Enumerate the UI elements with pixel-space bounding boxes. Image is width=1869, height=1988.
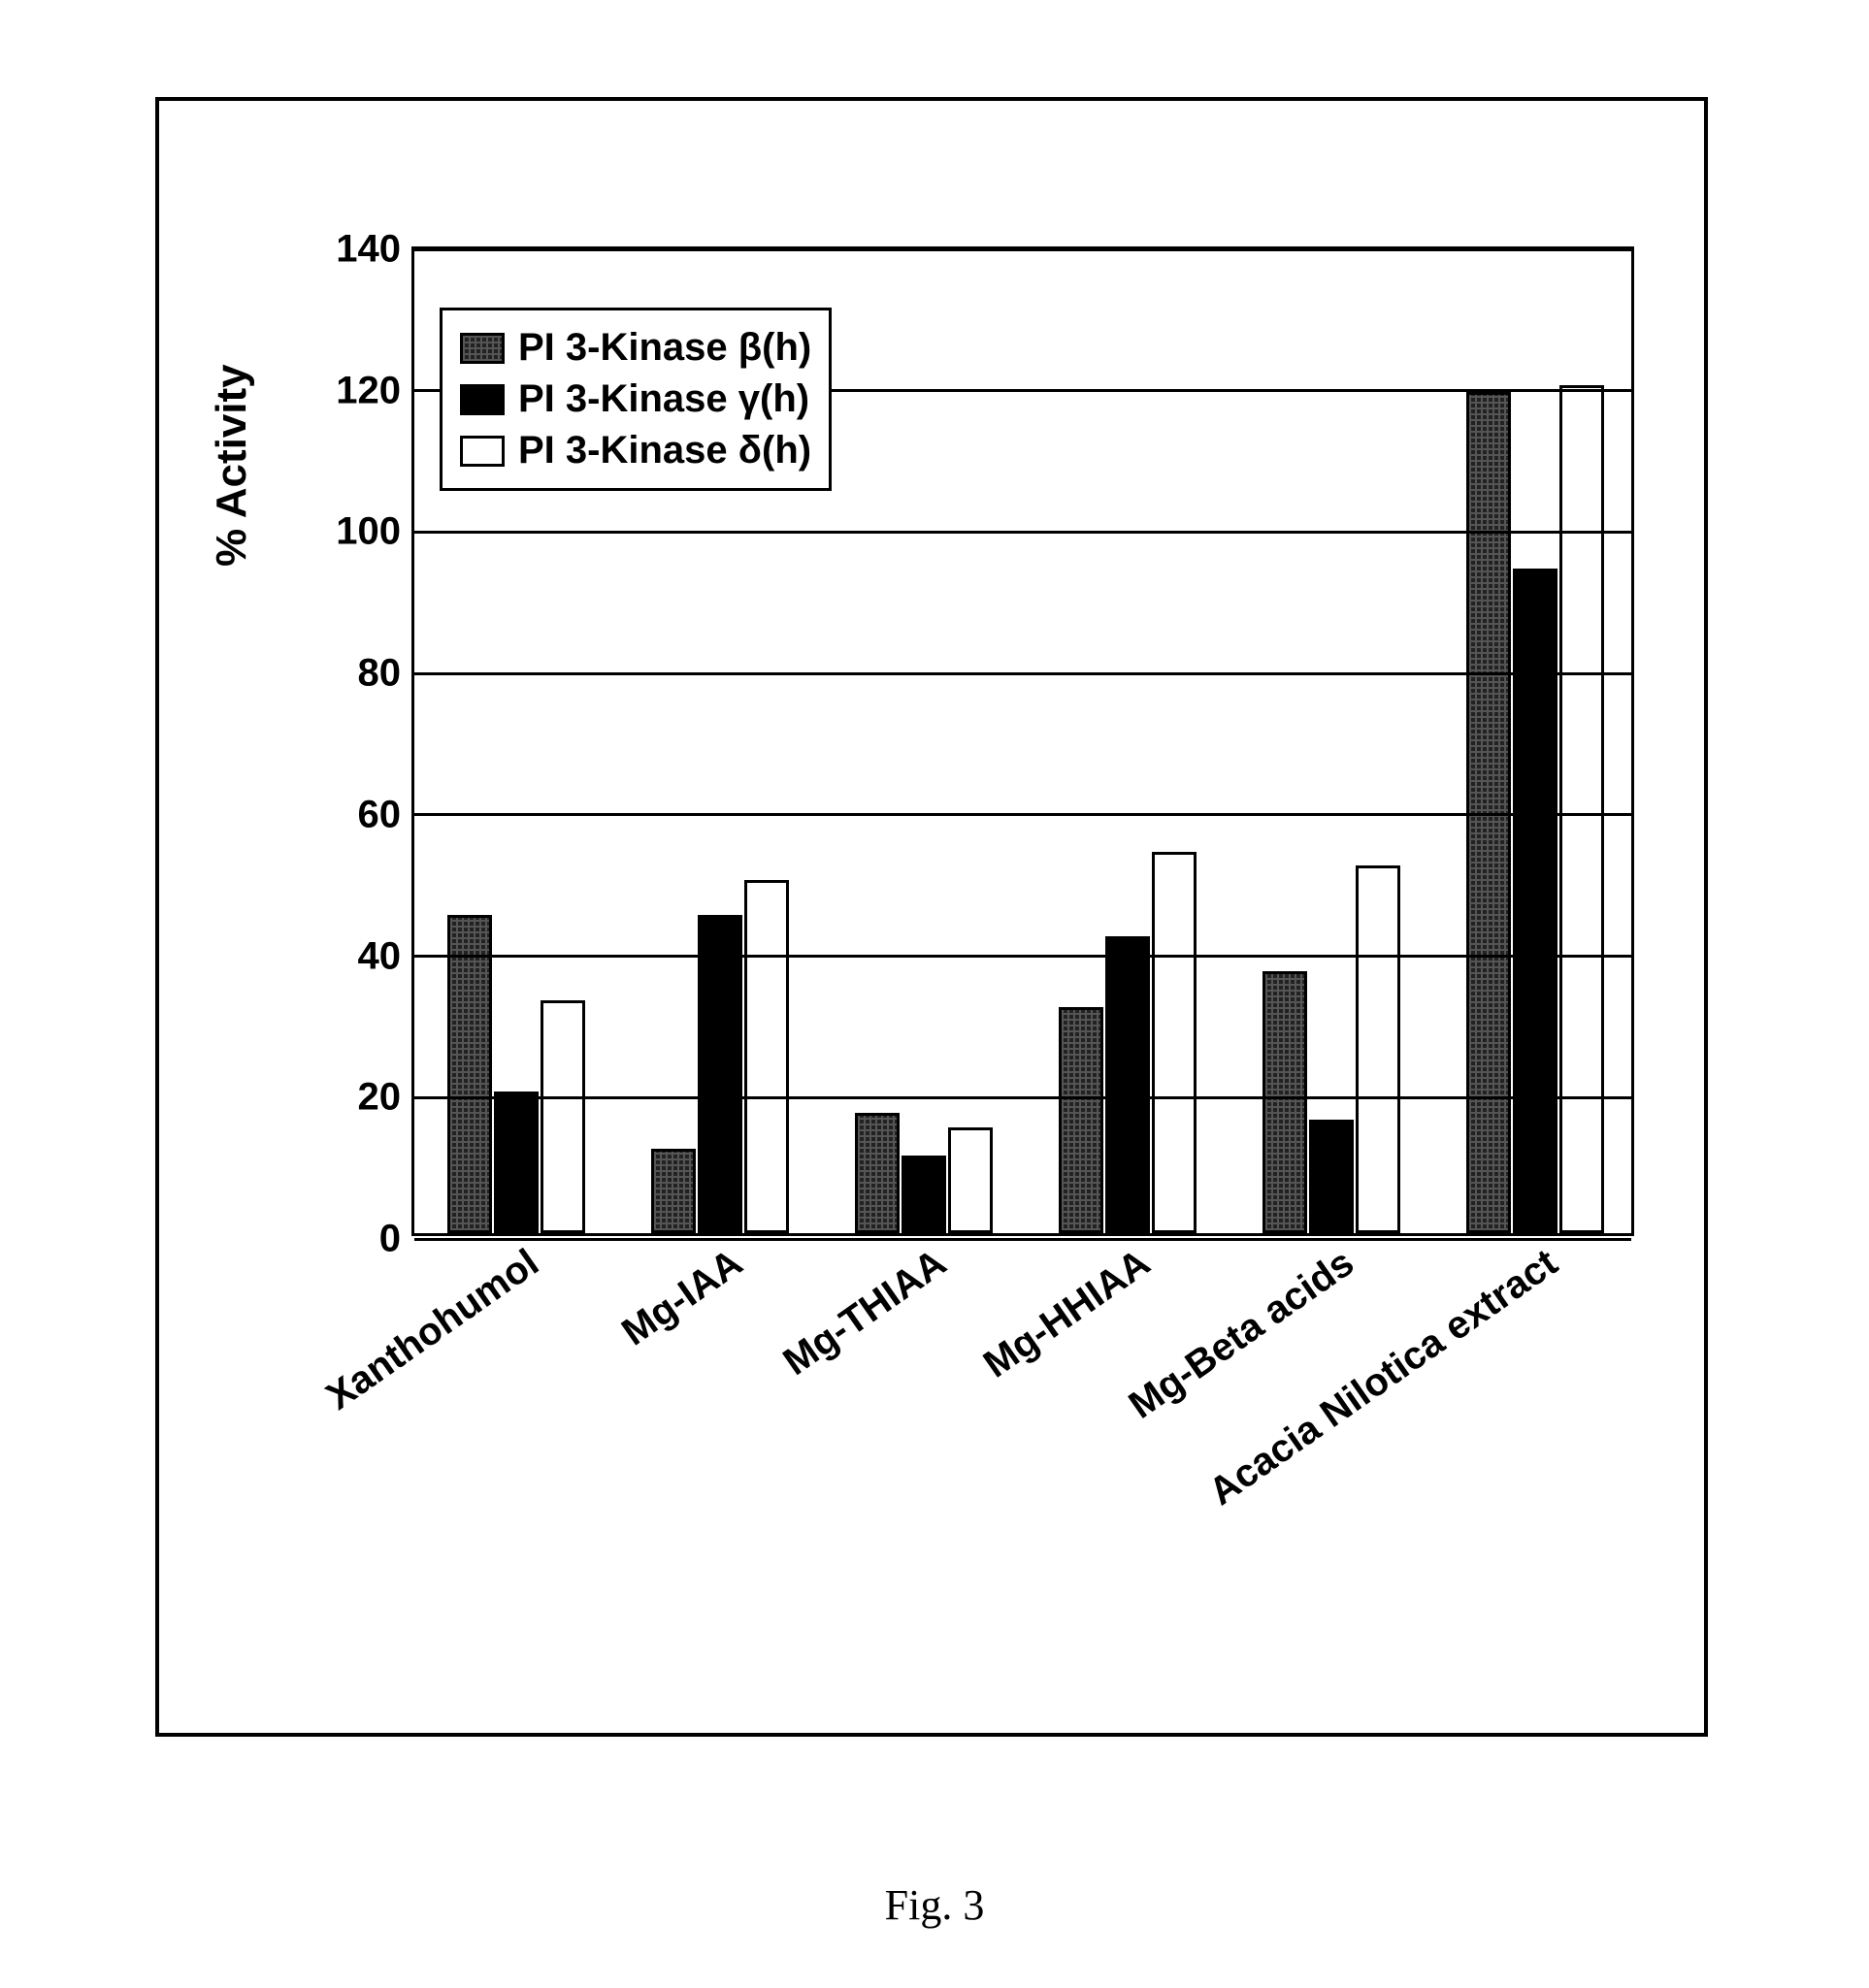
bar (1309, 1120, 1354, 1233)
bar (1262, 971, 1307, 1233)
bar-group: Acacia Nilotica extract (1466, 249, 1604, 1233)
gridline (414, 955, 1631, 958)
legend-swatch (460, 436, 505, 467)
bar-group: Mg-HHIAA (1059, 249, 1197, 1233)
bar (1559, 385, 1604, 1233)
bar (1059, 1007, 1103, 1233)
legend-label: PI 3-Kinase δ(h) (518, 429, 811, 473)
bar (541, 1000, 585, 1233)
legend-label: PI 3-Kinase γ(h) (518, 377, 809, 421)
legend-item: PI 3-Kinase δ(h) (460, 425, 811, 476)
legend-item: PI 3-Kinase β(h) (460, 322, 811, 374)
category-label: Mg-IAA (614, 1241, 750, 1354)
bar (447, 915, 492, 1233)
bar-group: Mg-THIAA (855, 249, 993, 1233)
bar (1356, 865, 1400, 1233)
gridline (414, 1238, 1631, 1241)
bar (948, 1127, 993, 1233)
legend-label: PI 3-Kinase β(h) (518, 326, 811, 370)
gridline (414, 672, 1631, 675)
legend-swatch (460, 333, 505, 364)
figure-caption: Fig. 3 (0, 1880, 1869, 1930)
category-label: Xanthohumol (318, 1241, 546, 1418)
bar (1105, 936, 1150, 1233)
y-tick-label: 80 (313, 652, 401, 696)
y-tick-label: 100 (313, 510, 401, 554)
category-label: Acacia Nilotica extract (1201, 1241, 1565, 1515)
figure-outer-frame: % Activity PI 3-Kinase β(h) PI 3-Kinase γ… (155, 97, 1708, 1737)
bar (1513, 569, 1558, 1233)
legend-item: PI 3-Kinase γ(h) (460, 374, 811, 425)
bar (744, 880, 789, 1233)
y-tick-label: 40 (313, 934, 401, 978)
bar (1152, 852, 1197, 1233)
legend-swatch (460, 384, 505, 415)
bar (902, 1156, 946, 1233)
legend: PI 3-Kinase β(h) PI 3-Kinase γ(h) PI 3-Kin… (440, 308, 832, 491)
bar (698, 915, 742, 1233)
y-tick-label: 0 (313, 1218, 401, 1261)
y-tick-label: 140 (313, 228, 401, 272)
category-label: Mg-HHIAA (976, 1241, 1159, 1386)
bar (855, 1113, 900, 1233)
y-tick-label: 60 (313, 793, 401, 836)
category-label: Mg-THIAA (775, 1241, 954, 1385)
y-axis-label: % Activity (208, 364, 256, 567)
y-tick-label: 120 (313, 369, 401, 412)
y-tick-label: 20 (313, 1076, 401, 1120)
gridline (414, 531, 1631, 534)
bar-group: Mg-Beta acids (1262, 249, 1400, 1233)
gridline (414, 248, 1631, 251)
gridline (414, 813, 1631, 816)
gridline (414, 1096, 1631, 1099)
plot-area: PI 3-Kinase β(h) PI 3-Kinase γ(h) PI 3-Kin… (414, 249, 1631, 1233)
bar (651, 1149, 696, 1233)
chart-frame: PI 3-Kinase β(h) PI 3-Kinase γ(h) PI 3-Kin… (411, 246, 1634, 1236)
bar (494, 1092, 539, 1233)
